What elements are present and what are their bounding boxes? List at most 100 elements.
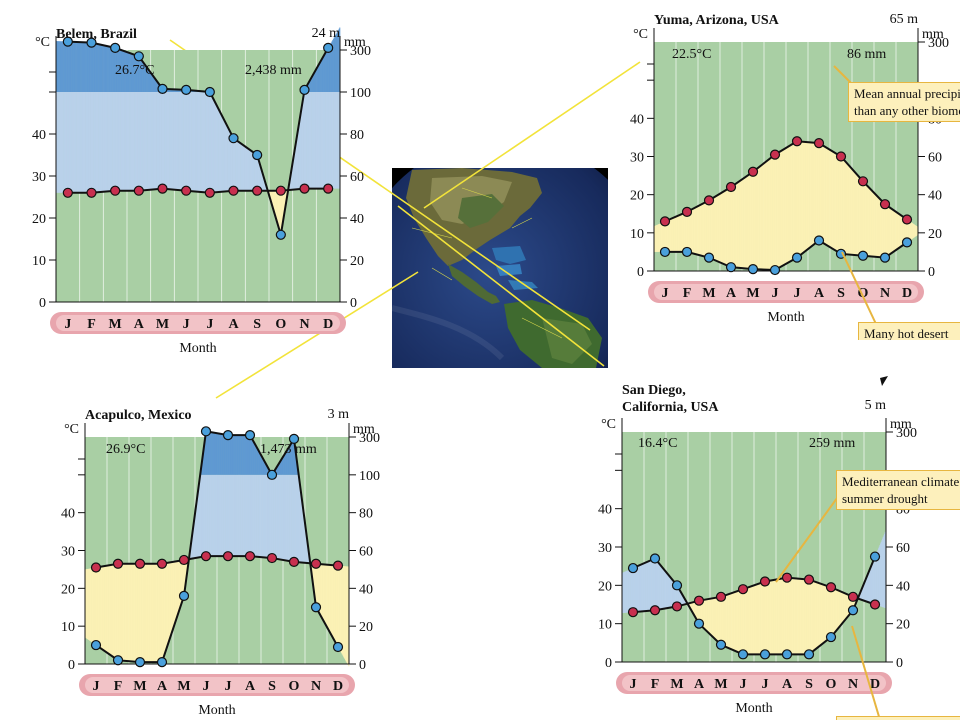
wet-fill	[294, 448, 296, 475]
deficit-fill	[168, 562, 170, 641]
deficit-fill	[86, 569, 88, 639]
surplus-fill	[874, 556, 876, 605]
wet-fill	[237, 435, 239, 475]
surplus-fill	[628, 569, 630, 613]
surplus-fill	[329, 92, 331, 189]
deficit-fill	[751, 172, 753, 270]
temperature-point	[62, 187, 73, 198]
surplus-fill	[264, 474, 266, 558]
surplus-fill	[336, 92, 338, 189]
wet-fill	[61, 41, 63, 92]
wet-fill	[326, 50, 328, 92]
temperature-point	[901, 214, 913, 225]
surplus-fill	[259, 474, 261, 558]
sandiego-mean-temp: 16.4°C	[638, 436, 678, 451]
wet-fill	[107, 46, 109, 92]
deficit-fill	[732, 185, 734, 268]
surplus-fill	[243, 474, 245, 557]
deficit-fill	[679, 214, 681, 252]
deficit-fill	[697, 206, 699, 255]
surplus-fill	[248, 474, 250, 557]
deficit-fill	[733, 184, 735, 268]
wet-fill	[325, 52, 327, 92]
left-tick-label: 10	[32, 254, 46, 269]
deficit-fill	[765, 581, 767, 655]
wet-fill	[70, 41, 72, 92]
surplus-fill	[671, 579, 673, 608]
month-label: F	[651, 677, 660, 692]
deficit-fill	[786, 577, 788, 655]
surplus-fill	[667, 574, 669, 609]
surplus-fill	[298, 126, 300, 190]
deficit-fill	[121, 563, 123, 661]
wet-fill	[105, 45, 107, 92]
surplus-fill	[269, 474, 271, 558]
surplus-fill	[186, 92, 188, 191]
deficit-fill	[753, 585, 755, 655]
right-tick-label: 100	[350, 86, 371, 101]
right-tick-label: 40	[359, 582, 373, 597]
right-tick-label: 0	[896, 656, 903, 671]
deficit-fill	[865, 183, 867, 256]
month-label: N	[880, 286, 890, 301]
deficit-fill	[110, 565, 112, 655]
deficit-fill	[329, 564, 331, 633]
wet-fill	[265, 464, 267, 475]
deficit-fill	[804, 141, 806, 252]
deficit-fill	[805, 579, 807, 655]
surplus-fill	[649, 560, 651, 611]
deficit-fill	[684, 212, 686, 252]
surplus-fill	[152, 92, 154, 190]
surplus-fill	[232, 136, 234, 191]
surplus-fill	[656, 561, 658, 610]
left-tick-label: 30	[61, 545, 75, 560]
surplus-fill	[297, 474, 299, 563]
deficit-fill	[914, 225, 916, 237]
deficit-fill	[818, 582, 819, 648]
deficit-fill	[341, 565, 343, 654]
yuma-elevation: 65 m	[889, 12, 918, 27]
surplus-fill	[92, 92, 94, 193]
deficit-fill	[685, 212, 687, 252]
surplus-fill	[61, 92, 63, 193]
surplus-fill	[676, 585, 678, 607]
deficit-fill	[831, 587, 833, 637]
wet-fill	[322, 57, 324, 92]
deficit-fill	[655, 225, 657, 252]
surplus-fill	[114, 92, 116, 191]
deficit-fill	[277, 190, 279, 225]
precipitation-point	[310, 602, 322, 613]
temperature-point	[228, 185, 239, 196]
surplus-fill	[170, 92, 172, 190]
surplus-fill	[168, 92, 170, 190]
wet-fill	[85, 42, 87, 92]
deficit-fill	[735, 183, 737, 268]
deficit-fill	[827, 586, 829, 640]
wet-fill	[122, 50, 124, 92]
deficit-fill	[828, 148, 830, 247]
surplus-fill	[207, 92, 209, 193]
deficit-fill	[677, 215, 679, 252]
wet-fill	[131, 53, 133, 92]
wet-fill	[334, 36, 336, 92]
deficit-fill	[698, 205, 700, 256]
wet-fill	[285, 452, 287, 475]
wet-fill	[57, 41, 59, 92]
deficit-fill	[729, 187, 731, 267]
deficit-fill	[885, 204, 886, 258]
deficit-fill	[834, 152, 836, 251]
left-tick-label: 10	[630, 227, 644, 242]
surplus-fill	[242, 474, 244, 557]
wet-fill	[286, 450, 288, 475]
deficit-fill	[132, 563, 134, 662]
wet-fill	[127, 52, 129, 92]
surplus-fill	[238, 474, 240, 557]
wet-fill	[316, 67, 318, 92]
deficit-fill	[106, 565, 108, 653]
deficit-fill	[283, 190, 285, 219]
deficit-fill	[816, 142, 818, 243]
deficit-fill	[781, 578, 783, 655]
deficit-fill	[799, 141, 801, 256]
deficit-fill	[756, 168, 758, 270]
deficit-fill	[879, 198, 881, 258]
